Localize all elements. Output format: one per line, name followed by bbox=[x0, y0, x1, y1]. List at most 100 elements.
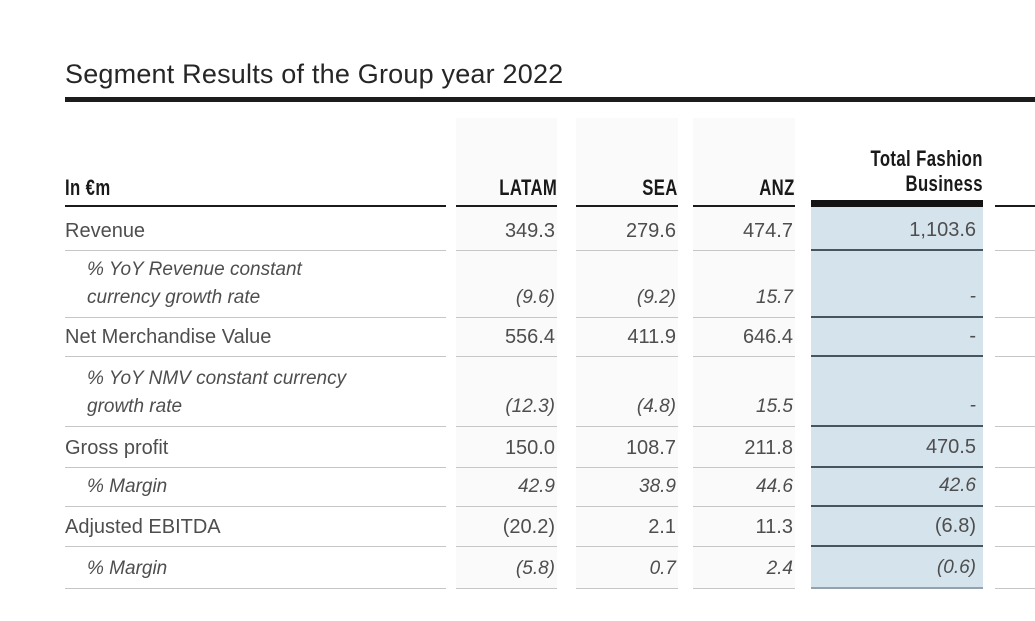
value-cell-clipped-column bbox=[983, 468, 1035, 507]
value-cell-total-fashion-business: 42.6 bbox=[795, 468, 983, 507]
value-cell-latam: (5.8) bbox=[446, 547, 557, 589]
value-cell-anz: 11.3 bbox=[678, 507, 795, 547]
cell-value: 2.4 bbox=[693, 547, 795, 589]
cell-value: - bbox=[811, 251, 983, 318]
value-cell-sea: 279.6 bbox=[557, 207, 678, 251]
header-cell-sea: SEA bbox=[557, 118, 678, 207]
value-cell-latam: 556.4 bbox=[446, 318, 557, 357]
cell-value: 11.3 bbox=[693, 507, 795, 547]
cell-value: 349.3 bbox=[456, 207, 557, 251]
cell-value: (4.8) bbox=[576, 357, 678, 427]
row-label: % Margin bbox=[87, 476, 168, 497]
cell-value: 2.1 bbox=[576, 507, 678, 547]
value-cell-clipped-column bbox=[983, 318, 1035, 357]
cell-value: 42.6 bbox=[811, 468, 983, 507]
cell-value: 211.8 bbox=[693, 427, 795, 468]
value-cell-total-fashion-business: - bbox=[795, 357, 983, 427]
column-header-total: Total Fashion Business bbox=[871, 146, 983, 196]
cell-value: (20.2) bbox=[456, 507, 557, 547]
row-label: Revenue bbox=[65, 220, 146, 242]
cell-value: 474.7 bbox=[693, 207, 795, 251]
value-cell-total-fashion-business: (6.8) bbox=[795, 507, 983, 547]
cell-value: 470.5 bbox=[811, 427, 983, 468]
row-label: Gross profit bbox=[65, 437, 169, 459]
unit-label: In €m bbox=[65, 175, 111, 200]
page-title: Segment Results of the Group year 2022 bbox=[65, 59, 564, 89]
column-header-total-line1: Total Fashion bbox=[870, 146, 983, 171]
column-header-total-line2: Business bbox=[905, 171, 983, 196]
cell-value: 411.9 bbox=[576, 318, 678, 357]
value-cell-anz: 474.7 bbox=[678, 207, 795, 251]
value-cell-sea: (9.2) bbox=[557, 251, 678, 318]
table-header-row: In €m LATAM SEA ANZ bbox=[65, 118, 1035, 207]
value-cell-latam: 150.0 bbox=[446, 427, 557, 468]
row-label: Net Merchandise Value bbox=[65, 326, 272, 348]
table-row: % YoY NMV constant currency growth rate … bbox=[65, 357, 1035, 427]
value-cell-total-fashion-business: 470.5 bbox=[795, 427, 983, 468]
cell-value: 1,103.6 bbox=[811, 207, 983, 251]
table-row: Net Merchandise Value 556.4 411.9 646.4 … bbox=[65, 318, 1035, 357]
row-label-cell: Gross profit bbox=[65, 427, 446, 468]
value-cell-anz: 211.8 bbox=[678, 427, 795, 468]
title-rule bbox=[65, 97, 1035, 102]
cell-value: 0.7 bbox=[576, 547, 678, 589]
cell-value: - bbox=[811, 357, 983, 427]
value-cell-clipped-column bbox=[983, 547, 1035, 589]
table-row: Adjusted EBITDA (20.2) 2.1 11.3 (6.8) bbox=[65, 507, 1035, 547]
cell-value: 44.6 bbox=[693, 468, 795, 507]
cell-value: 279.6 bbox=[576, 207, 678, 251]
row-label-cell: % Margin bbox=[65, 547, 446, 589]
cell-value: (5.8) bbox=[456, 547, 557, 589]
value-cell-total-fashion-business: 1,103.6 bbox=[795, 207, 983, 251]
cell-value: 15.5 bbox=[693, 357, 795, 427]
value-cell-total-fashion-business: (0.6) bbox=[795, 547, 983, 589]
value-cell-latam: 42.9 bbox=[446, 468, 557, 507]
row-label-cell: Net Merchandise Value bbox=[65, 318, 446, 357]
row-label-cell: Adjusted EBITDA bbox=[65, 507, 446, 547]
cell-value: 108.7 bbox=[576, 427, 678, 468]
cell-value: 556.4 bbox=[456, 318, 557, 357]
value-cell-sea: 38.9 bbox=[557, 468, 678, 507]
row-label-cell: Revenue bbox=[65, 207, 446, 251]
row-label-cell: % YoY Revenue constant currency growth r… bbox=[65, 251, 446, 318]
row-label-cell: % Margin bbox=[65, 468, 446, 507]
value-cell-anz: 44.6 bbox=[678, 468, 795, 507]
cell-value: (0.6) bbox=[811, 547, 983, 589]
table-row: % Margin 42.9 38.9 44.6 42.6 bbox=[65, 468, 1035, 507]
row-label: % YoY Revenue constant currency growth r… bbox=[87, 259, 302, 308]
value-cell-sea: 411.9 bbox=[557, 318, 678, 357]
value-cell-latam: (20.2) bbox=[446, 507, 557, 547]
value-cell-total-fashion-business: - bbox=[795, 318, 983, 357]
value-cell-anz: 646.4 bbox=[678, 318, 795, 357]
row-label: Adjusted EBITDA bbox=[65, 516, 221, 538]
header-cell-anz: ANZ bbox=[678, 118, 795, 207]
value-cell-clipped-column bbox=[983, 207, 1035, 251]
cell-value: (9.6) bbox=[456, 251, 557, 318]
table-body: Revenue 349.3 279.6 474.7 1,103.6 % YoY … bbox=[65, 207, 1035, 589]
value-cell-sea: (4.8) bbox=[557, 357, 678, 427]
cell-value: (9.2) bbox=[576, 251, 678, 318]
value-cell-latam: (9.6) bbox=[446, 251, 557, 318]
column-header-anz: ANZ bbox=[759, 175, 795, 200]
value-cell-sea: 0.7 bbox=[557, 547, 678, 589]
value-cell-total-fashion-business: - bbox=[795, 251, 983, 318]
value-cell-anz: 2.4 bbox=[678, 547, 795, 589]
table-row: % Margin (5.8) 0.7 2.4 (0.6) bbox=[65, 547, 1035, 589]
cell-value: 150.0 bbox=[456, 427, 557, 468]
value-cell-clipped-column bbox=[983, 357, 1035, 427]
header-cell-clipped-column bbox=[983, 118, 1035, 207]
header-cell-latam: LATAM bbox=[446, 118, 557, 207]
value-cell-anz: 15.7 bbox=[678, 251, 795, 318]
value-cell-anz: 15.5 bbox=[678, 357, 795, 427]
value-cell-sea: 2.1 bbox=[557, 507, 678, 547]
value-cell-latam: 349.3 bbox=[446, 207, 557, 251]
table-row: Gross profit 150.0 108.7 211.8 470.5 bbox=[65, 427, 1035, 468]
cell-value: 646.4 bbox=[693, 318, 795, 357]
cell-value: (12.3) bbox=[456, 357, 557, 427]
column-header-latam: LATAM bbox=[499, 175, 557, 200]
value-cell-clipped-column bbox=[983, 427, 1035, 468]
cell-value: (6.8) bbox=[811, 507, 983, 547]
segment-results-table: In €m LATAM SEA ANZ bbox=[65, 118, 1035, 589]
column-header-sea: SEA bbox=[642, 175, 678, 200]
